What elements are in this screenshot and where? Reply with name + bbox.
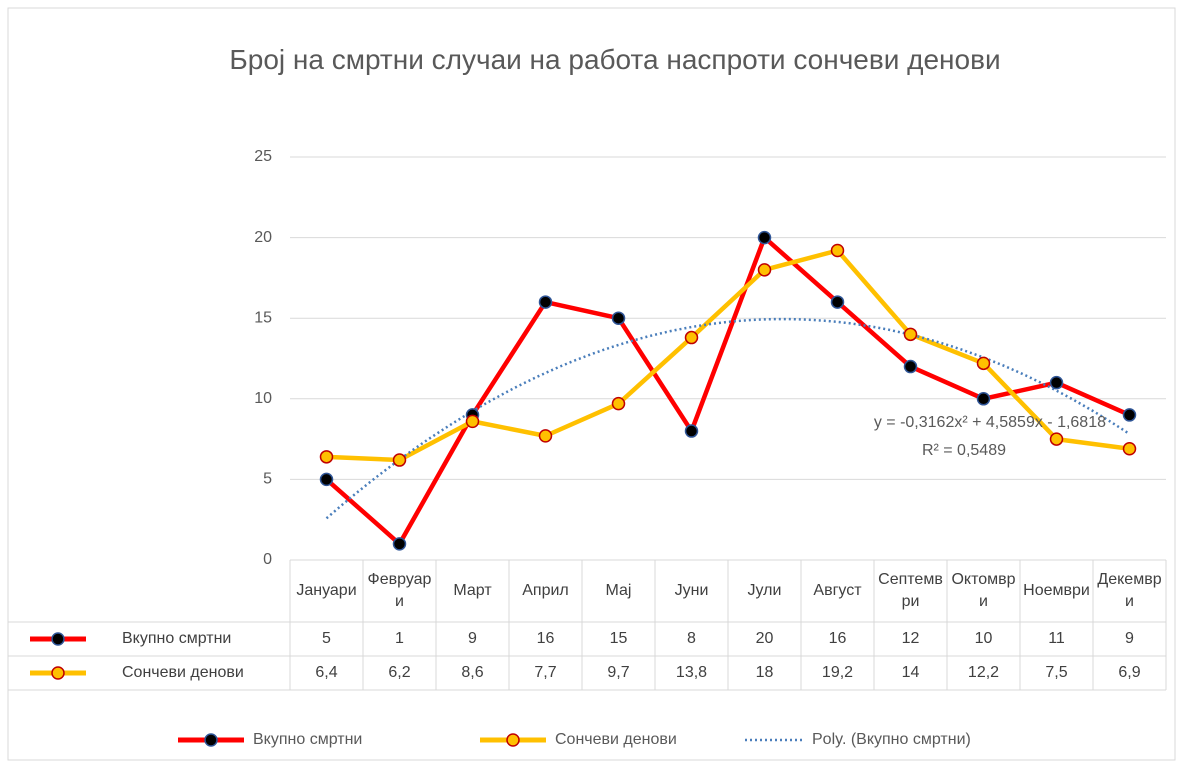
table-value: 16 [828,630,847,647]
table-value: 6,9 [1118,664,1141,681]
legend-marker [204,733,218,747]
category-label: Март [453,582,492,599]
series-marker [1049,432,1064,446]
y-tick-label: 5 [263,471,272,488]
y-tick-label: 10 [254,390,272,407]
table-series-name: Сончеви денови [122,664,244,681]
series-line [326,248,1130,463]
table-value: 9 [468,630,477,647]
series-line [325,235,1131,547]
series-marker [538,295,553,309]
table-value: 1 [395,630,404,647]
table-value: 9 [1125,630,1134,647]
trend-equation: y = -0,3162x² + 4,5859x - 1,6818 [874,414,1106,431]
series-marker [757,263,772,277]
category-label: Септември [878,571,943,610]
series-marker [1049,375,1064,390]
legend-label: Сончеви денови [555,731,677,748]
table-value: 18 [755,664,774,681]
category-label: Април [522,582,569,599]
y-tick-label: 25 [254,148,272,165]
series-marker [684,330,699,345]
category-label: Август [813,582,862,599]
chart-frame [7,7,1176,761]
series-marker [903,327,918,342]
table-value: 15 [609,630,628,647]
series-marker [611,396,626,411]
table-value: 16 [536,630,555,647]
y-tick-label: 0 [263,551,272,568]
legend-marker [51,666,65,680]
category-label: Јуни [674,582,709,599]
category-label: Јануари [296,582,357,599]
category-label: Ноември [1023,582,1090,599]
legend-label: Вкупно смртни [253,731,362,748]
category-label: Мај [605,582,632,599]
table-value: 9,7 [607,664,630,681]
category-label: Декември [1097,571,1162,610]
chart-title: Број на смртни случаи на работа наспроти… [229,44,1001,75]
series-marker [684,424,699,438]
table-value: 10 [974,630,993,647]
series-marker [976,392,991,406]
table-value: 20 [755,630,774,647]
series-marker [392,537,407,551]
y-tick-label: 20 [254,229,272,246]
legend-label: Poly. (Вкупно смртни) [812,731,971,748]
series-marker [465,414,480,429]
table-value: 19,2 [821,664,854,681]
category-label: Октомври [951,571,1016,610]
table-value: 5 [322,630,331,647]
table-series-name: Вкупно смртни [122,630,231,647]
table-value: 7,5 [1045,664,1068,681]
table-value: 12,2 [967,664,1000,681]
legend-marker [51,632,65,646]
series-marker [830,295,845,309]
series-marker [538,429,553,443]
series-marker [319,472,334,487]
table-value: 6,2 [388,664,411,681]
series-marker [830,243,845,258]
y-tick-label: 15 [254,309,272,326]
table-value: 7,7 [534,664,557,681]
table-value: 14 [901,664,920,681]
legend-marker [506,733,520,747]
series-marker [757,230,772,245]
table-value: 11 [1048,630,1065,647]
series-marker [1122,408,1137,422]
trend-r-squared: R² = 0,5489 [922,442,1006,459]
series-marker [611,311,626,325]
series-marker [1122,442,1137,456]
category-label: Јули [747,582,782,599]
table-value: 12 [901,630,920,647]
table-value: 13,8 [675,664,708,681]
series-marker [976,356,991,371]
series-marker [903,359,918,374]
table-value: 8,6 [461,664,484,681]
table-value: 8 [687,630,696,647]
series-marker [319,450,334,464]
category-label: Февруари [367,571,432,610]
table-value: 6,4 [315,664,338,681]
series-marker [392,453,407,467]
